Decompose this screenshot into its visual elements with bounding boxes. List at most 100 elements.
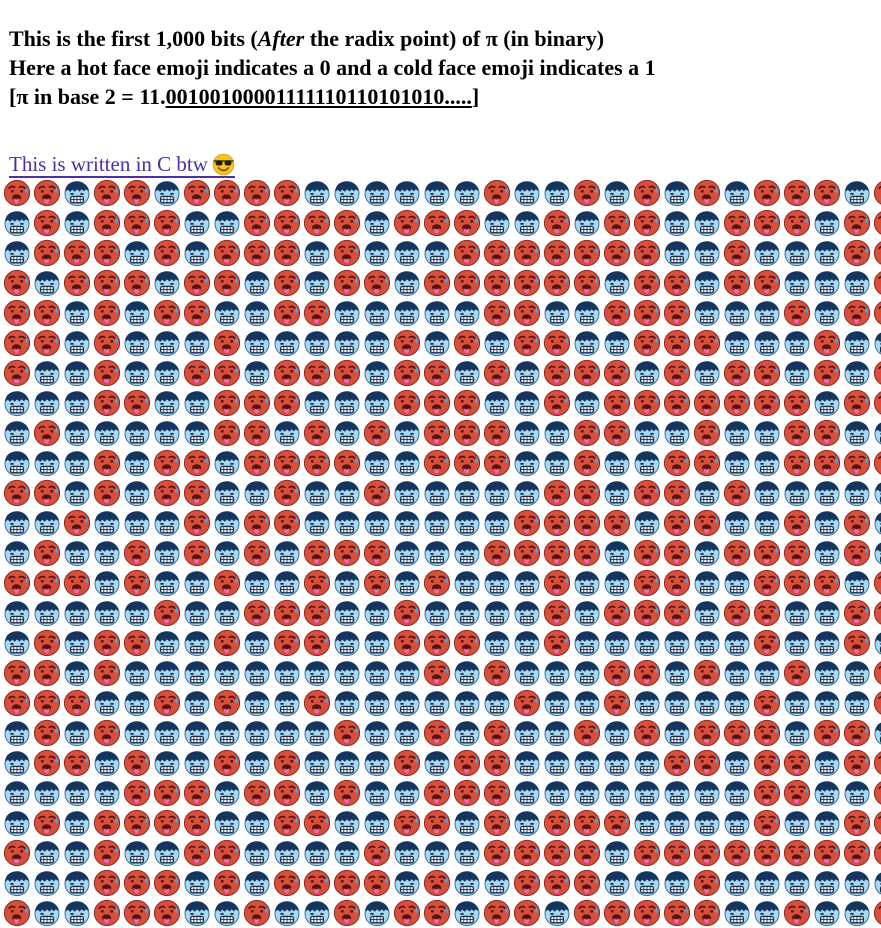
cold-face-emoji-cell [572,298,602,328]
hot-face-emoji-cell [332,868,362,898]
cold-face-emoji-cell [182,658,212,688]
cold-face-emoji [753,329,781,357]
hot-face-emoji-cell [482,718,512,748]
cold-face-emoji-cell [752,478,782,508]
hot-face-emoji-cell [752,778,782,808]
hot-face-emoji [273,869,301,897]
hot-face-emoji-cell [782,388,812,418]
cold-face-emoji [213,659,241,687]
cold-face-emoji [633,779,661,807]
cold-face-emoji [213,539,241,567]
hot-face-emoji [633,479,661,507]
cold-face-emoji [303,839,331,867]
cold-face-emoji [63,329,91,357]
cold-face-emoji-cell [842,268,872,298]
cold-face-emoji [63,359,91,387]
cold-face-emoji-cell [332,688,362,718]
hot-face-emoji [633,719,661,747]
cold-face-emoji-cell [422,748,452,778]
cold-face-emoji [183,749,211,777]
cold-face-emoji-cell [692,808,722,838]
base2-suffix: ] [472,84,479,109]
c-source-link[interactable]: This is written in C btw [9,152,235,178]
cold-face-emoji [363,359,391,387]
hot-face-emoji [183,359,211,387]
hot-face-emoji [543,629,571,657]
hot-face-emoji [333,359,361,387]
hot-face-emoji-cell [512,898,542,928]
hot-face-emoji [33,809,61,837]
c-source-link-label[interactable]: This is written in C btw [9,152,208,176]
cold-face-emoji-cell [602,268,632,298]
cold-face-emoji [783,239,811,267]
hot-face-emoji-cell [692,448,722,478]
hot-face-emoji [573,839,601,867]
hot-face-emoji-cell [752,598,782,628]
cold-face-emoji [513,779,541,807]
hot-face-emoji [573,239,601,267]
hot-face-emoji-cell [212,628,242,658]
hot-face-emoji [303,599,331,627]
cold-face-emoji-cell [632,688,662,718]
cold-face-emoji-cell [2,508,32,538]
cold-face-emoji [723,659,751,687]
hot-face-emoji [573,539,601,567]
cold-face-emoji-cell [752,658,782,688]
cold-face-emoji [843,869,871,897]
cold-face-emoji-cell [182,388,212,418]
hot-face-emoji-cell [602,358,632,388]
hot-face-emoji [3,359,31,387]
cold-face-emoji [693,479,721,507]
cold-face-emoji [333,509,361,537]
cold-face-emoji-cell [422,478,452,508]
cold-face-emoji [153,659,181,687]
hot-face-emoji [423,419,451,447]
hot-face-emoji-cell [212,388,242,418]
cold-face-emoji-cell [332,478,362,508]
hot-face-emoji [423,269,451,297]
hot-face-emoji [273,389,301,417]
cold-face-emoji-cell [362,238,392,268]
hot-face-emoji [243,179,271,207]
hot-face-emoji-cell [32,808,62,838]
cold-face-emoji [63,719,91,747]
cold-face-emoji [753,659,781,687]
cold-face-emoji [873,869,881,897]
title-line-1-italic: After [258,26,304,51]
cold-face-emoji-cell [152,748,182,778]
cold-face-emoji [183,389,211,417]
hot-face-emoji-cell [92,868,122,898]
cold-face-emoji-cell [782,328,812,358]
hot-face-emoji [693,659,721,687]
hot-face-emoji-cell [182,508,212,538]
cold-face-emoji-cell [812,208,842,238]
cold-face-emoji [513,809,541,837]
hot-face-emoji-cell [212,328,242,358]
cold-face-emoji-cell [572,568,602,598]
hot-face-emoji [213,329,241,357]
cold-face-emoji [783,809,811,837]
cold-face-emoji [243,749,271,777]
cold-face-emoji-cell [632,748,662,778]
hot-face-emoji-cell [542,568,572,598]
hot-face-emoji-cell [842,238,872,268]
cold-face-emoji [273,329,301,357]
cold-face-emoji-cell [512,358,542,388]
hot-face-emoji [33,569,61,597]
cold-face-emoji-cell [812,298,842,328]
hot-face-emoji-cell [872,298,881,328]
cold-face-emoji [153,629,181,657]
hot-face-emoji-cell [92,298,122,328]
cold-face-emoji [303,659,331,687]
hot-face-emoji [333,239,361,267]
hot-face-emoji-cell [722,268,752,298]
cold-face-emoji [33,269,61,297]
cold-face-emoji [333,389,361,417]
hot-face-emoji [603,899,631,927]
hot-face-emoji [483,899,511,927]
hot-face-emoji [273,629,301,657]
cold-face-emoji [663,689,691,717]
hot-face-emoji-cell [272,178,302,208]
hot-face-emoji-cell [362,838,392,868]
cold-face-emoji-cell [782,688,812,718]
